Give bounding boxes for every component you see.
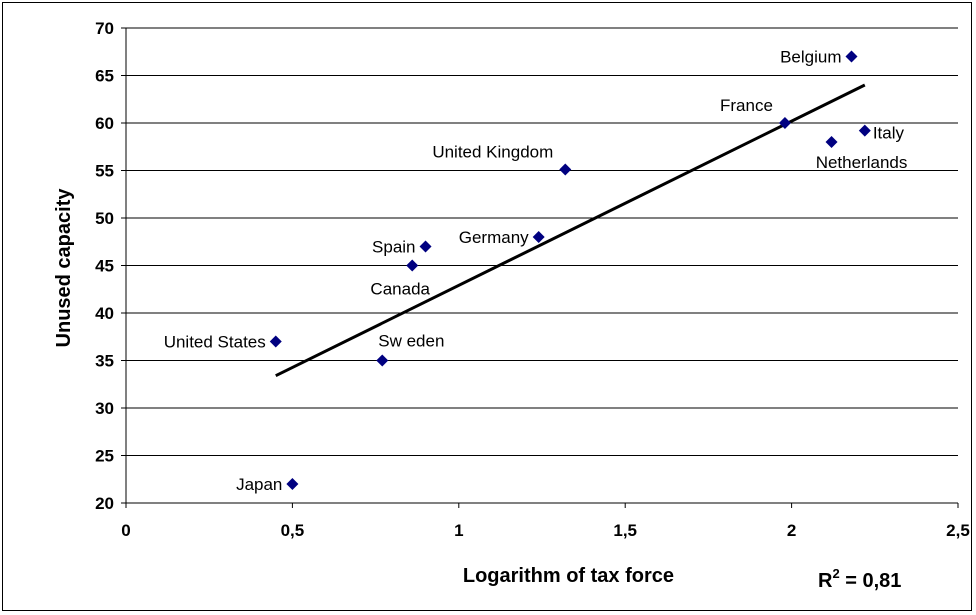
y-tick-label: 60: [95, 114, 114, 133]
r-squared-label: R2 = 0,81: [818, 566, 901, 592]
y-tick-label: 35: [95, 352, 114, 371]
point-label: Belgium: [780, 48, 841, 67]
y-axis-title: Unused capacity: [53, 188, 75, 348]
gridlines: [126, 27, 958, 456]
x-tick-label: 0,5: [281, 521, 305, 540]
x-axis-title: Logarithm of tax force: [463, 565, 674, 587]
data-points: [269, 50, 871, 490]
x-tick-label: 1: [454, 521, 463, 540]
point-label: Canada: [370, 280, 430, 299]
point-label: Spain: [372, 238, 415, 257]
point-label: United Kingdom: [432, 143, 553, 162]
y-tick-label: 30: [95, 399, 114, 418]
point-label: United States: [164, 333, 266, 352]
data-point: [845, 50, 858, 63]
y-tick-label: 45: [95, 257, 114, 276]
axes: [121, 27, 959, 508]
data-point: [286, 478, 299, 490]
point-labels: Belgium France Italy Netherlands United King…: [164, 48, 908, 495]
y-tick-label: 65: [95, 67, 114, 86]
x-tick-label: 1,5: [613, 521, 637, 540]
trendline-group: [275, 83, 866, 378]
data-point: [825, 136, 838, 148]
data-point: [269, 335, 282, 348]
point-label: France: [720, 96, 773, 115]
point-label: Germany: [459, 228, 529, 247]
point-label: Netherlands: [816, 153, 908, 172]
data-point: [419, 240, 432, 253]
y-tick-label: 25: [95, 447, 114, 466]
y-tick-label: 20: [95, 494, 114, 513]
x-tick-label: 0: [121, 521, 130, 540]
y-tick-label: 70: [95, 19, 114, 38]
data-point: [778, 117, 791, 129]
tick-labels: 20 25 30 35 40 45 50 55 60 65 70 0 0,5 1 1,5 2 2,5: [95, 19, 970, 540]
y-tick-label: 40: [95, 304, 114, 323]
y-tick-label: 50: [95, 209, 114, 228]
point-label: Japan: [236, 475, 282, 494]
data-point: [406, 259, 419, 272]
point-label: Sw eden: [378, 332, 444, 351]
point-label: Italy: [873, 124, 905, 143]
data-point: [559, 163, 572, 176]
y-tick-label: 55: [95, 162, 114, 181]
data-point: [532, 231, 545, 243]
x-tick-label: 2: [787, 521, 796, 540]
data-point: [858, 124, 871, 137]
x-tick-label: 2,5: [946, 521, 970, 540]
data-point: [376, 354, 389, 367]
trendline: [275, 83, 866, 378]
